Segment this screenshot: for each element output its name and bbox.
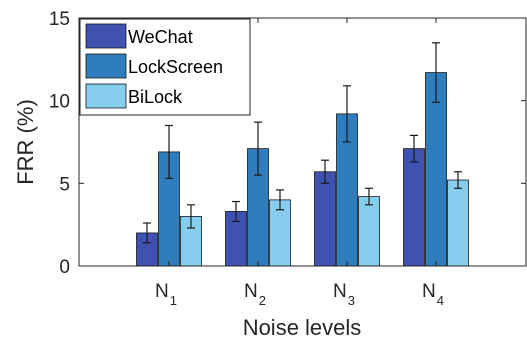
y-tick-label: 15 xyxy=(49,9,70,30)
legend: WeChat LockScreen BiLock xyxy=(79,18,251,116)
y-tick-label: 5 xyxy=(59,174,70,195)
y-tick-label: 10 xyxy=(49,92,70,113)
x-tick-label-n4: N4 xyxy=(422,281,444,308)
x-tick-label-n3: N3 xyxy=(333,281,355,308)
error-bar-bilock-n3 xyxy=(365,187,373,206)
error-bar-lockscreen-n2 xyxy=(254,121,262,176)
error-bar-bilock-n4 xyxy=(454,171,462,189)
tick-labels: 0 5 10 15 N1 N2 N3 N4 xyxy=(49,9,444,308)
axes xyxy=(78,17,527,267)
error-bar-lockscreen-n4 xyxy=(432,42,440,103)
x-axis-label: Noise levels xyxy=(243,315,362,340)
y-axis-label: FRR (%) xyxy=(13,99,38,185)
error-bar-lockscreen-n1 xyxy=(165,124,173,179)
error-bar-bilock-n1 xyxy=(187,204,195,229)
error-bar-bilock-n2 xyxy=(276,189,284,211)
error-bar-wechat-n3 xyxy=(321,159,329,184)
legend-label-wechat: WeChat xyxy=(128,27,193,47)
bar-bilock-n3 xyxy=(358,196,380,267)
legend-swatch-wechat xyxy=(85,23,127,49)
error-bars-layer xyxy=(143,42,462,244)
y-tick-label: 0 xyxy=(59,257,70,278)
bar-wechat-n3 xyxy=(314,171,336,267)
bar-bilock-n4 xyxy=(447,179,469,267)
bars-layer xyxy=(136,72,469,267)
x-tick-label-n1: N1 xyxy=(155,281,177,308)
legend-label-lockscreen: LockScreen xyxy=(128,57,223,77)
x-tick-label-n2: N2 xyxy=(244,281,266,308)
bar-wechat-n4 xyxy=(403,148,425,267)
legend-label-bilock: BiLock xyxy=(128,87,183,107)
legend-swatch-bilock xyxy=(85,83,127,109)
error-bar-wechat-n1 xyxy=(143,222,151,244)
error-bar-lockscreen-n3 xyxy=(343,85,351,143)
error-bar-wechat-n4 xyxy=(410,134,418,163)
legend-swatch-lockscreen xyxy=(85,53,127,79)
plot-frame xyxy=(78,17,527,267)
error-bar-wechat-n2 xyxy=(232,200,240,222)
